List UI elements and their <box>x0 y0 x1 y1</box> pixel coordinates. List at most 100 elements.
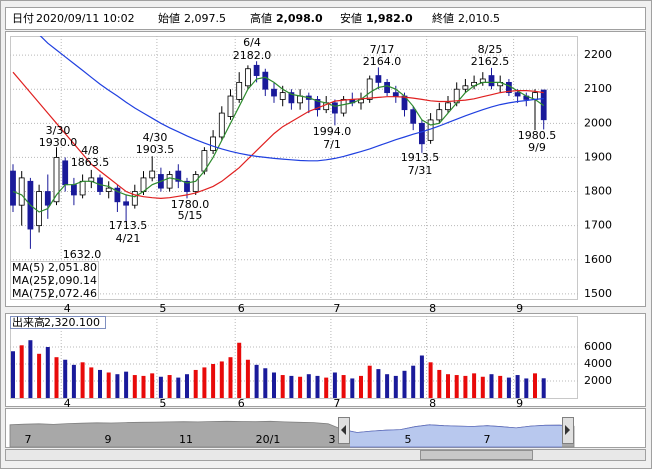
candle-body <box>488 75 495 87</box>
header-value: 2,097.5 <box>184 12 226 25</box>
volume-bar <box>472 373 477 398</box>
candle-body <box>18 177 25 206</box>
y-tick-label: 1900 <box>584 150 612 163</box>
volume-bar <box>489 374 494 398</box>
header-label: 始値 <box>158 11 180 25</box>
annotation-price: 1903.5 <box>136 143 175 156</box>
legend-value: 2,051.80 <box>48 261 97 274</box>
header-value: 1,982.0 <box>366 12 413 25</box>
annotation-price: 1980.5 <box>518 129 557 142</box>
candle-body <box>297 95 304 104</box>
volume-bar <box>158 376 163 398</box>
annotation-date: 7/17 <box>370 43 395 56</box>
y-tick-label: 1700 <box>584 219 612 232</box>
volume-current: 2,320.100 <box>44 316 100 329</box>
volume-bar <box>211 364 216 398</box>
candle-body <box>244 68 251 87</box>
volume-bar <box>193 369 198 398</box>
volume-bar <box>80 362 85 398</box>
volume-bar <box>219 361 224 398</box>
candle-body <box>105 187 112 192</box>
candle-body <box>218 112 225 138</box>
volume-bar <box>411 365 416 398</box>
candle-body <box>331 102 338 114</box>
candle-body <box>314 99 321 111</box>
annotation-date: 4/21 <box>116 232 141 245</box>
legend-value: 2,072.46 <box>48 287 97 300</box>
candle-body <box>253 64 260 76</box>
y-tick-label: 2100 <box>584 82 612 95</box>
candle-body <box>71 184 77 196</box>
legend-name: MA(75) <box>12 287 52 300</box>
y-tick-label: 1800 <box>584 185 612 198</box>
navigator-label: 9 <box>105 433 112 446</box>
candle-body <box>36 191 42 227</box>
left-arrow <box>341 425 346 435</box>
volume-bar <box>350 378 355 398</box>
navigator-label: 11 <box>179 433 193 446</box>
x-tick-label: 9 <box>516 397 523 410</box>
candle-body <box>262 71 269 90</box>
candle-body <box>279 92 286 100</box>
volume-bar <box>132 375 137 398</box>
volume-bar <box>185 374 189 398</box>
scrollbar[interactable] <box>5 449 646 461</box>
volume-bar <box>254 364 259 398</box>
candle-body <box>436 109 443 121</box>
volume-bar <box>402 370 407 398</box>
annotation-price: 2164.0 <box>363 55 402 68</box>
volume-bar <box>245 359 250 398</box>
legend-name: MA(25) <box>12 274 52 287</box>
header-value: 2020/09/11 10:02 <box>36 12 135 25</box>
volume-bar <box>45 347 50 398</box>
ma-line <box>12 71 544 200</box>
volume-bar <box>115 374 120 398</box>
candle-body <box>184 180 190 192</box>
volume-bar <box>446 374 450 398</box>
volume-bar <box>341 375 346 398</box>
volume-bar <box>393 375 398 398</box>
candle-body <box>123 201 129 206</box>
volume-bar <box>480 376 485 398</box>
volume-bar <box>419 355 424 398</box>
volume-bar <box>315 375 320 398</box>
annotation-price: 1913.5 <box>401 151 440 164</box>
volume-bar <box>376 369 381 398</box>
volume-bar <box>37 353 42 398</box>
navigator-label: 7 <box>25 433 32 446</box>
header-bar <box>5 7 646 30</box>
volume-bar <box>332 372 337 398</box>
candle-body <box>131 191 138 206</box>
annotation-price: 2162.5 <box>471 55 510 68</box>
header-label: 日付 <box>12 12 34 25</box>
annotation-price: 1632.0 <box>63 248 102 261</box>
volume-bar <box>176 377 181 398</box>
volume-panel <box>5 313 646 407</box>
candle-body <box>340 99 347 114</box>
annotation-date: 7/1 <box>323 138 341 151</box>
x-tick-label: 4 <box>64 302 71 315</box>
candle-body <box>10 170 16 206</box>
candle-body <box>462 85 469 90</box>
candle-body <box>166 174 173 189</box>
scrollbar-thumb[interactable] <box>420 450 533 460</box>
volume-bar <box>54 357 59 398</box>
x-tick-label: 7 <box>333 397 340 410</box>
volume-bar <box>463 375 468 398</box>
candle-body <box>366 78 373 100</box>
ma-line <box>39 36 544 162</box>
annotation-date: 6/4 <box>243 36 261 49</box>
volume-bar <box>359 375 363 398</box>
volume-bar <box>385 374 390 398</box>
volume-bar <box>437 369 442 398</box>
volume-bar <box>524 378 529 398</box>
volume-bar <box>367 365 372 398</box>
volume-bar <box>71 364 76 398</box>
candle-body <box>114 187 121 203</box>
annotation-date: 4/30 <box>143 131 168 144</box>
x-tick-label: 5 <box>159 302 166 315</box>
x-tick-label: 6 <box>238 302 245 315</box>
volume-header-box <box>10 316 106 329</box>
candle-body <box>288 92 295 104</box>
annotation-price: 2182.0 <box>233 49 272 62</box>
